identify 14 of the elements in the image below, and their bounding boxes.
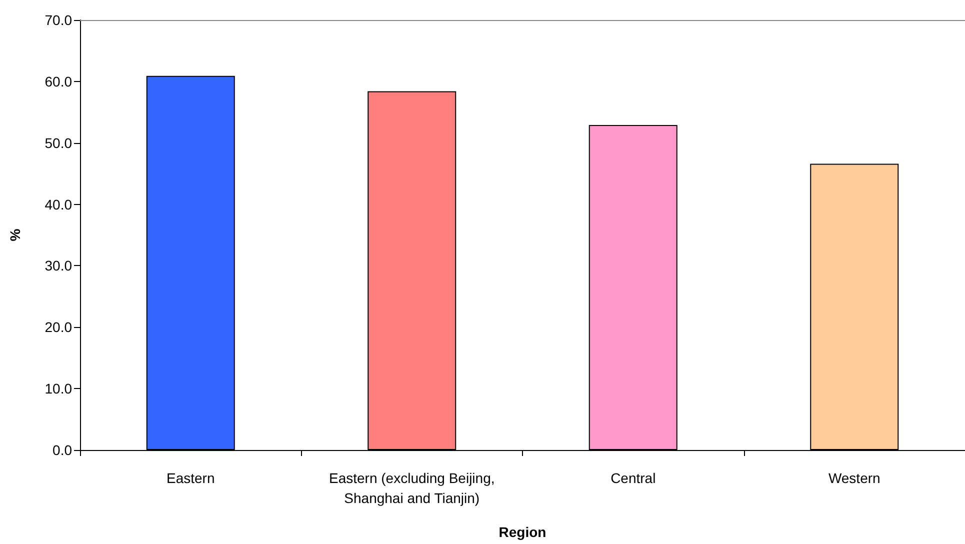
y-tick-label: 70.0	[44, 12, 72, 28]
y-tick-label: 10.0	[44, 380, 72, 397]
x-tick-label: Eastern	[166, 470, 215, 486]
x-axis-title: Region	[498, 524, 546, 540]
y-tick-label: 50.0	[44, 134, 72, 151]
y-axis-title: %	[7, 228, 23, 242]
x-tick-label: Central	[610, 470, 656, 486]
y-tick-label: 40.0	[44, 196, 72, 212]
y-tick-label: 20.0	[44, 319, 72, 336]
y-tick-label: 60.0	[44, 73, 72, 90]
y-tick-label: 30.0	[44, 258, 72, 274]
y-tick-label: 0.0	[52, 442, 72, 458]
x-tick-label: Western	[828, 470, 880, 486]
x-tick-label: Eastern (excluding Beijing, Shanghai and Tianjin)	[328, 470, 495, 506]
